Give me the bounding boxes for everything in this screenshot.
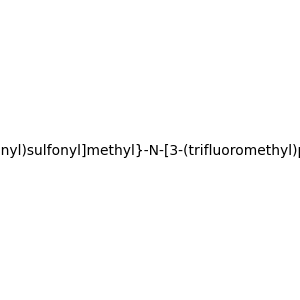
Text: 4-{[(4-methylphenyl)sulfonyl]methyl}-N-[3-(trifluoromethyl)phenyl]benzamide: 4-{[(4-methylphenyl)sulfonyl]methyl}-N-[… bbox=[0, 145, 300, 158]
